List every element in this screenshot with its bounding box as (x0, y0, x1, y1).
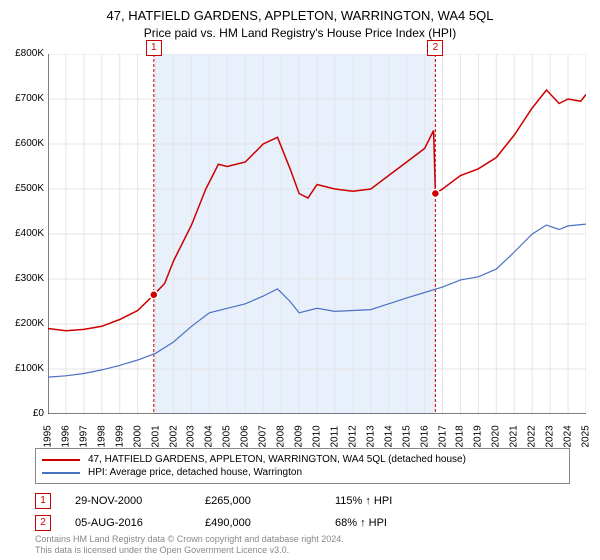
x-tick-label: 2005 (222, 428, 233, 448)
x-tick-label: 2024 (563, 428, 574, 448)
chart-container: 47, HATFIELD GARDENS, APPLETON, WARRINGT… (0, 0, 600, 560)
transaction-row: 2 05-AUG-2016£490,00068% ↑ HPI (35, 512, 465, 534)
footer-line1: Contains HM Land Registry data © Crown c… (35, 534, 344, 545)
footer-text: Contains HM Land Registry data © Crown c… (35, 534, 344, 556)
chart-subtitle: Price paid vs. HM Land Registry's House … (0, 23, 600, 46)
legend: 47, HATFIELD GARDENS, APPLETON, WARRINGT… (35, 448, 570, 484)
x-tick-label: 2010 (312, 428, 323, 448)
transaction-price: £265,000 (205, 495, 335, 507)
footer-line2: This data is licensed under the Open Gov… (35, 545, 344, 556)
x-tick-label: 2022 (527, 428, 538, 448)
x-tick-label: 1995 (43, 428, 54, 448)
y-tick-label: £200K (4, 318, 44, 329)
legend-label-property: 47, HATFIELD GARDENS, APPLETON, WARRINGT… (88, 454, 466, 465)
x-tick-label: 2015 (401, 428, 412, 448)
x-tick-label: 2007 (258, 428, 269, 448)
x-tick-label: 1996 (60, 428, 71, 448)
legend-row-property: 47, HATFIELD GARDENS, APPLETON, WARRINGT… (42, 453, 563, 466)
x-tick-label: 2001 (150, 428, 161, 448)
x-tick-label: 2019 (473, 428, 484, 448)
transaction-marker: 1 (146, 40, 162, 56)
x-tick-label: 2008 (276, 428, 287, 448)
transaction-pct: 68% ↑ HPI (335, 517, 465, 529)
transaction-date: 05-AUG-2016 (75, 517, 205, 529)
x-tick-label: 2009 (294, 428, 305, 448)
x-tick-label: 2025 (581, 428, 592, 448)
x-tick-label: 2002 (168, 428, 179, 448)
x-tick-label: 2006 (240, 428, 251, 448)
transaction-date: 29-NOV-2000 (75, 495, 205, 507)
y-tick-label: £400K (4, 228, 44, 239)
x-tick-label: 2011 (329, 428, 340, 448)
x-tick-label: 2014 (383, 428, 394, 448)
legend-label-hpi: HPI: Average price, detached house, Warr… (88, 467, 302, 478)
transaction-row: 1 29-NOV-2000£265,000115% ↑ HPI (35, 490, 465, 512)
y-tick-label: £0 (4, 408, 44, 419)
x-tick-label: 1999 (114, 428, 125, 448)
y-tick-label: £600K (4, 138, 44, 149)
x-tick-label: 1998 (96, 428, 107, 448)
chart-title: 47, HATFIELD GARDENS, APPLETON, WARRINGT… (0, 0, 600, 23)
y-tick-label: £500K (4, 183, 44, 194)
x-tick-label: 2000 (132, 428, 143, 448)
x-tick-label: 2016 (419, 428, 430, 448)
x-tick-label: 2018 (455, 428, 466, 448)
x-tick-label: 2017 (437, 428, 448, 448)
transaction-price: £490,000 (205, 517, 335, 529)
y-tick-label: £300K (4, 273, 44, 284)
legend-row-hpi: HPI: Average price, detached house, Warr… (42, 466, 563, 479)
y-tick-label: £700K (4, 93, 44, 104)
transactions-table: 1 29-NOV-2000£265,000115% ↑ HPI 2 05-AUG-20… (35, 490, 465, 534)
x-tick-label: 1997 (78, 428, 89, 448)
legend-swatch-property (42, 459, 80, 461)
transaction-marker: 2 (427, 40, 443, 56)
plot-area (48, 54, 586, 414)
legend-swatch-hpi (42, 472, 80, 474)
x-tick-label: 2003 (186, 428, 197, 448)
x-tick-label: 2012 (347, 428, 358, 448)
x-tick-label: 2020 (491, 428, 502, 448)
transaction-pct: 115% ↑ HPI (335, 495, 465, 507)
x-tick-label: 2013 (365, 428, 376, 448)
x-tick-label: 2023 (545, 428, 556, 448)
y-tick-label: £100K (4, 363, 44, 374)
x-tick-label: 2004 (204, 428, 215, 448)
chart-svg (48, 54, 586, 414)
transaction-marker-small: 1 (35, 493, 51, 509)
transaction-marker-small: 2 (35, 515, 51, 531)
x-tick-label: 2021 (509, 428, 520, 448)
y-tick-label: £800K (4, 48, 44, 59)
